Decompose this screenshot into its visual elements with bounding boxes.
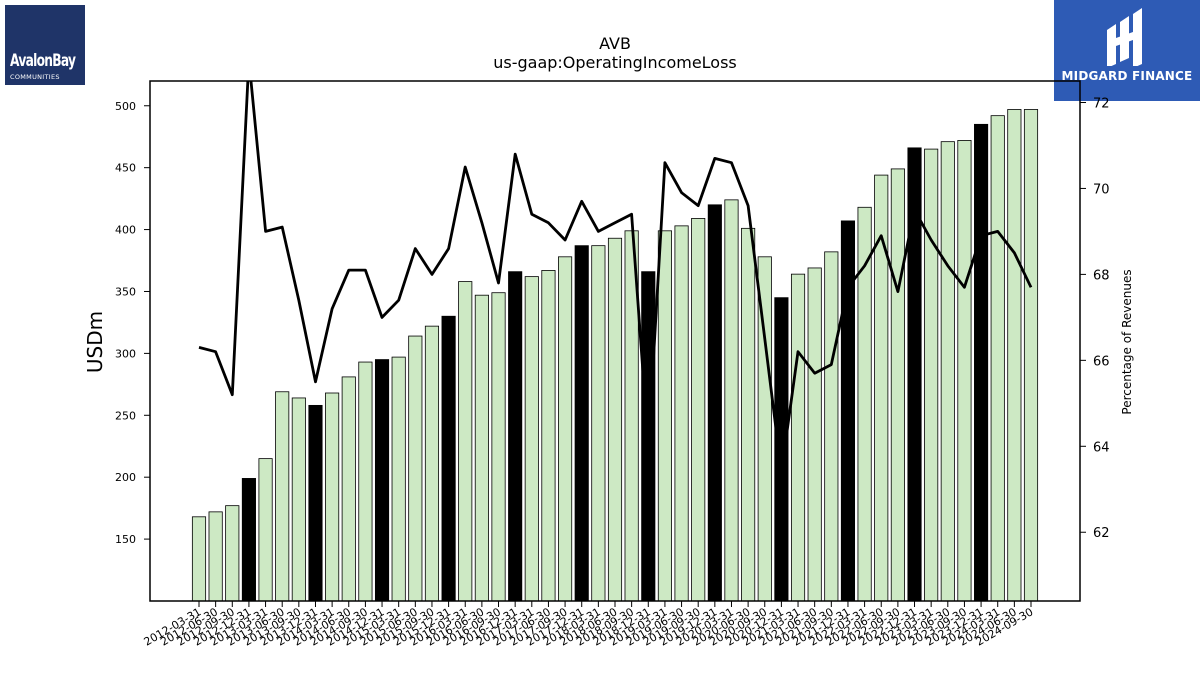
bar-2017-06-30 — [541, 270, 556, 602]
bar-2019-03-31 — [657, 230, 672, 602]
bar-2020-12-31 — [774, 297, 789, 602]
bar-2012-03-31 — [191, 516, 207, 602]
bar-2013-06-30 — [275, 391, 290, 602]
y-tick-label: 250 — [115, 409, 136, 422]
bar-2021-03-31 — [790, 273, 806, 602]
bar-2019-06-30 — [674, 225, 689, 602]
y-tick-label: 300 — [115, 347, 136, 360]
y-tick-label: 500 — [115, 100, 136, 113]
bar-2015-12-31 — [441, 315, 456, 602]
bar-2023-03-31 — [924, 148, 939, 602]
bar-2021-06-30 — [807, 267, 822, 602]
logo-brand-subtitle: COMMUNITIES — [10, 73, 60, 81]
y2-tick-label: 70 — [1093, 182, 1110, 197]
y2-axis-label: Percentage of Revenues — [1120, 269, 1134, 414]
midgard-finance-logo: MIDGARD FINANCE — [1054, 0, 1200, 101]
bar-2020-03-31 — [724, 199, 739, 602]
bar-2016-12-31 — [508, 271, 523, 602]
logo-brand-name: AvalonBay — [10, 51, 76, 71]
bar-2014-06-30 — [341, 376, 356, 602]
y-tick-label: 400 — [115, 224, 136, 237]
y2-tick-label: 62 — [1093, 526, 1110, 541]
avalonbay-logo: AvalonBay COMMUNITIES — [5, 5, 85, 85]
bar-2017-03-31 — [524, 276, 539, 602]
logo-company-name: MIDGARD FINANCE — [1061, 69, 1193, 83]
bar-2023-06-30 — [940, 141, 955, 602]
y-tick-label: 200 — [115, 471, 136, 484]
y2-tick-label: 66 — [1093, 354, 1110, 369]
bar-2015-03-31 — [391, 356, 406, 602]
bar-2023-09-30 — [957, 140, 972, 602]
y-tick-label: 450 — [115, 162, 136, 175]
bar-2014-09-30 — [358, 361, 373, 602]
bar-2014-03-31 — [325, 392, 340, 602]
bar-2024-06-30 — [1007, 109, 1022, 602]
bar-2012-06-30 — [208, 511, 223, 602]
chart-subtitle: us-gaap:OperatingIncomeLoss — [493, 53, 737, 72]
plot-frame — [149, 80, 1081, 602]
bar-2022-09-30 — [890, 168, 905, 602]
bar-2018-03-31 — [591, 245, 606, 602]
bar-2016-06-30 — [474, 294, 489, 602]
bar-2013-09-30 — [291, 397, 306, 602]
bar-2019-09-30 — [691, 218, 706, 602]
percentage-line — [198, 81, 1033, 474]
bar-2014-12-31 — [374, 359, 390, 602]
bar-2015-06-30 — [408, 335, 423, 602]
y2-tick-label: 68 — [1093, 268, 1110, 283]
bar-2015-09-30 — [424, 325, 440, 602]
bar-2020-06-30 — [741, 227, 756, 602]
y2-tick-label: 64 — [1093, 440, 1110, 455]
bar-2016-03-31 — [458, 281, 473, 602]
bar-2021-09-30 — [824, 251, 839, 602]
bar-2024-09-30 — [1023, 109, 1039, 602]
y-tick-label: 350 — [115, 285, 136, 298]
bar-2013-12-31 — [308, 404, 323, 602]
bar-2021-12-31 — [840, 220, 856, 602]
bar-2024-03-31 — [990, 115, 1005, 602]
bar-2019-12-31 — [707, 204, 722, 602]
bar-2018-06-30 — [607, 237, 623, 602]
bar-2012-12-31 — [241, 478, 256, 602]
bar-2016-09-30 — [491, 292, 506, 602]
bar-2017-12-31 — [574, 245, 589, 602]
y-axis-label: USDm — [83, 311, 107, 373]
y-tick-label: 150 — [115, 533, 136, 546]
bar-2017-09-30 — [558, 256, 573, 602]
y2-tick-label: 72 — [1093, 96, 1110, 111]
bar-2013-03-31 — [258, 458, 273, 602]
bar-2012-09-30 — [225, 505, 240, 602]
bar-2023-12-31 — [974, 123, 989, 602]
chart-title: AVB — [599, 34, 631, 53]
midgard-mark-icon — [1107, 8, 1142, 66]
